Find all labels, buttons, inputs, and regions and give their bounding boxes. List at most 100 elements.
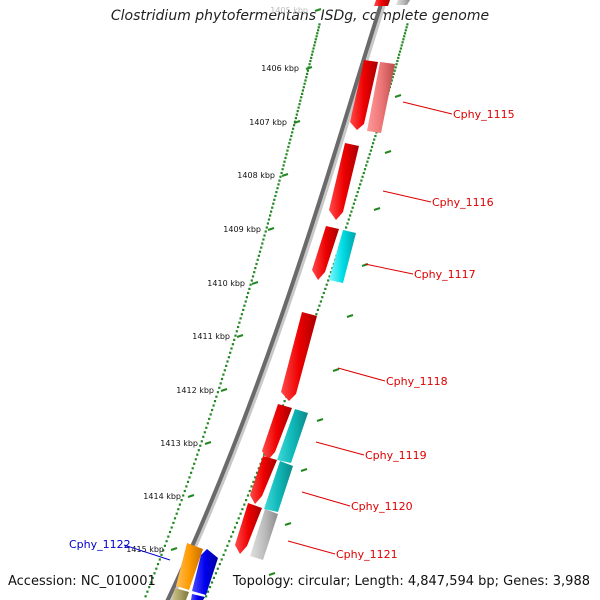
cds-1121a bbox=[235, 503, 262, 554]
ring-dot bbox=[216, 391, 219, 394]
ring-dot bbox=[351, 206, 354, 209]
ring-dot bbox=[368, 153, 371, 156]
ruler-tick bbox=[187, 494, 195, 498]
ruler-tick bbox=[305, 66, 313, 70]
ring-dot bbox=[309, 59, 312, 63]
ring-dot bbox=[220, 558, 223, 561]
ruler-tick bbox=[267, 227, 275, 231]
ring-dot bbox=[155, 567, 158, 570]
ring-dot bbox=[369, 149, 372, 152]
cds-1122-orange bbox=[176, 543, 203, 590]
ring-dot bbox=[289, 138, 292, 141]
ring-dot bbox=[227, 356, 230, 359]
ring-dot bbox=[211, 408, 214, 412]
ring-dot bbox=[233, 338, 236, 341]
ring-dot bbox=[319, 300, 322, 303]
gene-label-cphy-1119[interactable]: Cphy_1119 bbox=[365, 449, 427, 462]
ring-dot bbox=[253, 271, 256, 274]
map-title: Clostridium phytofermentans ISDg, comple… bbox=[110, 8, 490, 24]
ring-dot bbox=[262, 238, 265, 241]
ring-dot bbox=[248, 489, 251, 493]
ring-dot bbox=[274, 194, 277, 198]
ring-dot bbox=[158, 558, 161, 561]
ring-dot bbox=[218, 563, 221, 566]
leader-line bbox=[123, 544, 171, 561]
ring-dot bbox=[270, 210, 273, 213]
ring-dot bbox=[265, 226, 268, 229]
cds-1118 bbox=[281, 312, 317, 401]
ring-dot bbox=[250, 485, 253, 488]
ring-dot bbox=[219, 382, 222, 385]
ring-dot bbox=[199, 444, 202, 447]
ring-dot bbox=[250, 279, 253, 282]
ring-dot bbox=[144, 595, 147, 598]
ring-dot bbox=[405, 26, 408, 29]
ring-dot bbox=[372, 142, 375, 145]
backbone bbox=[165, 0, 388, 600]
ring-dot bbox=[209, 413, 212, 416]
ring-dot bbox=[238, 321, 241, 324]
ring-dot bbox=[329, 271, 333, 274]
cds-olive bbox=[172, 588, 189, 600]
ruler-tick bbox=[314, 8, 322, 12]
gene-label-cphy-1122[interactable]: Cphy_1122 bbox=[69, 538, 131, 551]
ring-dot bbox=[271, 206, 274, 209]
cds-1120a bbox=[250, 456, 277, 504]
ring-dot bbox=[226, 544, 229, 547]
ring-dot bbox=[318, 23, 321, 26]
ring-dot bbox=[345, 226, 348, 229]
ring-dot bbox=[251, 275, 255, 278]
gene-label-cphy-1116[interactable]: Cphy_1116 bbox=[432, 196, 494, 209]
ring-dot bbox=[156, 563, 160, 566]
ring-dot bbox=[275, 191, 278, 194]
ring-dot bbox=[365, 164, 368, 167]
cds-1117b bbox=[329, 230, 356, 283]
cds-1121b bbox=[250, 509, 278, 560]
ruler-tick bbox=[220, 388, 228, 392]
gene-label-cphy-1120[interactable]: Cphy_1120 bbox=[351, 500, 413, 513]
ruler-tick bbox=[204, 441, 212, 445]
gene-label-cphy-1117[interactable]: Cphy_1117 bbox=[414, 268, 476, 281]
ring-dot bbox=[306, 72, 309, 75]
ring-dot bbox=[406, 23, 409, 26]
gene-label-cphy-1121[interactable]: Cphy_1121 bbox=[336, 548, 398, 561]
ring-dot bbox=[148, 586, 151, 589]
ring-dot bbox=[242, 308, 245, 311]
gene-label-cphy-1115[interactable]: Cphy_1115 bbox=[453, 108, 515, 121]
ring-dot bbox=[291, 131, 294, 134]
ring-dot bbox=[299, 99, 302, 102]
ring-dot bbox=[305, 76, 308, 79]
ring-dot bbox=[279, 175, 282, 178]
ring-dot bbox=[393, 69, 396, 72]
ring-dot bbox=[224, 549, 227, 552]
ring-dot bbox=[292, 127, 295, 130]
ring-dot bbox=[314, 38, 317, 41]
ring-dot bbox=[290, 134, 293, 138]
ring-dot bbox=[362, 171, 365, 175]
ring-dot bbox=[200, 440, 203, 443]
gene-label-cphy-1118[interactable]: Cphy_1118 bbox=[386, 375, 448, 388]
ring-dot bbox=[303, 82, 306, 85]
inner-ring-tick bbox=[384, 150, 392, 154]
ring-dot bbox=[194, 458, 197, 461]
ring-dot bbox=[373, 138, 376, 141]
ring-dot bbox=[325, 283, 328, 286]
ring-dot bbox=[256, 258, 259, 261]
ruler-tick-label: 1406 kbp bbox=[261, 64, 299, 73]
ruler-tick bbox=[236, 334, 244, 338]
ring-dot bbox=[349, 214, 352, 217]
ring-dot bbox=[228, 540, 231, 543]
ring-dot bbox=[231, 343, 234, 346]
ring-dot bbox=[315, 313, 318, 316]
cds-1120b bbox=[264, 461, 293, 512]
ring-dot bbox=[263, 234, 266, 237]
ring-dot bbox=[205, 426, 208, 429]
ring-dot bbox=[237, 325, 240, 329]
ring-dot bbox=[277, 183, 280, 186]
ring-dot bbox=[203, 431, 206, 434]
ring-dot bbox=[218, 386, 221, 389]
ring-dot bbox=[160, 553, 163, 556]
ring-dot bbox=[350, 210, 353, 213]
cds-1122-blue bbox=[192, 549, 218, 595]
